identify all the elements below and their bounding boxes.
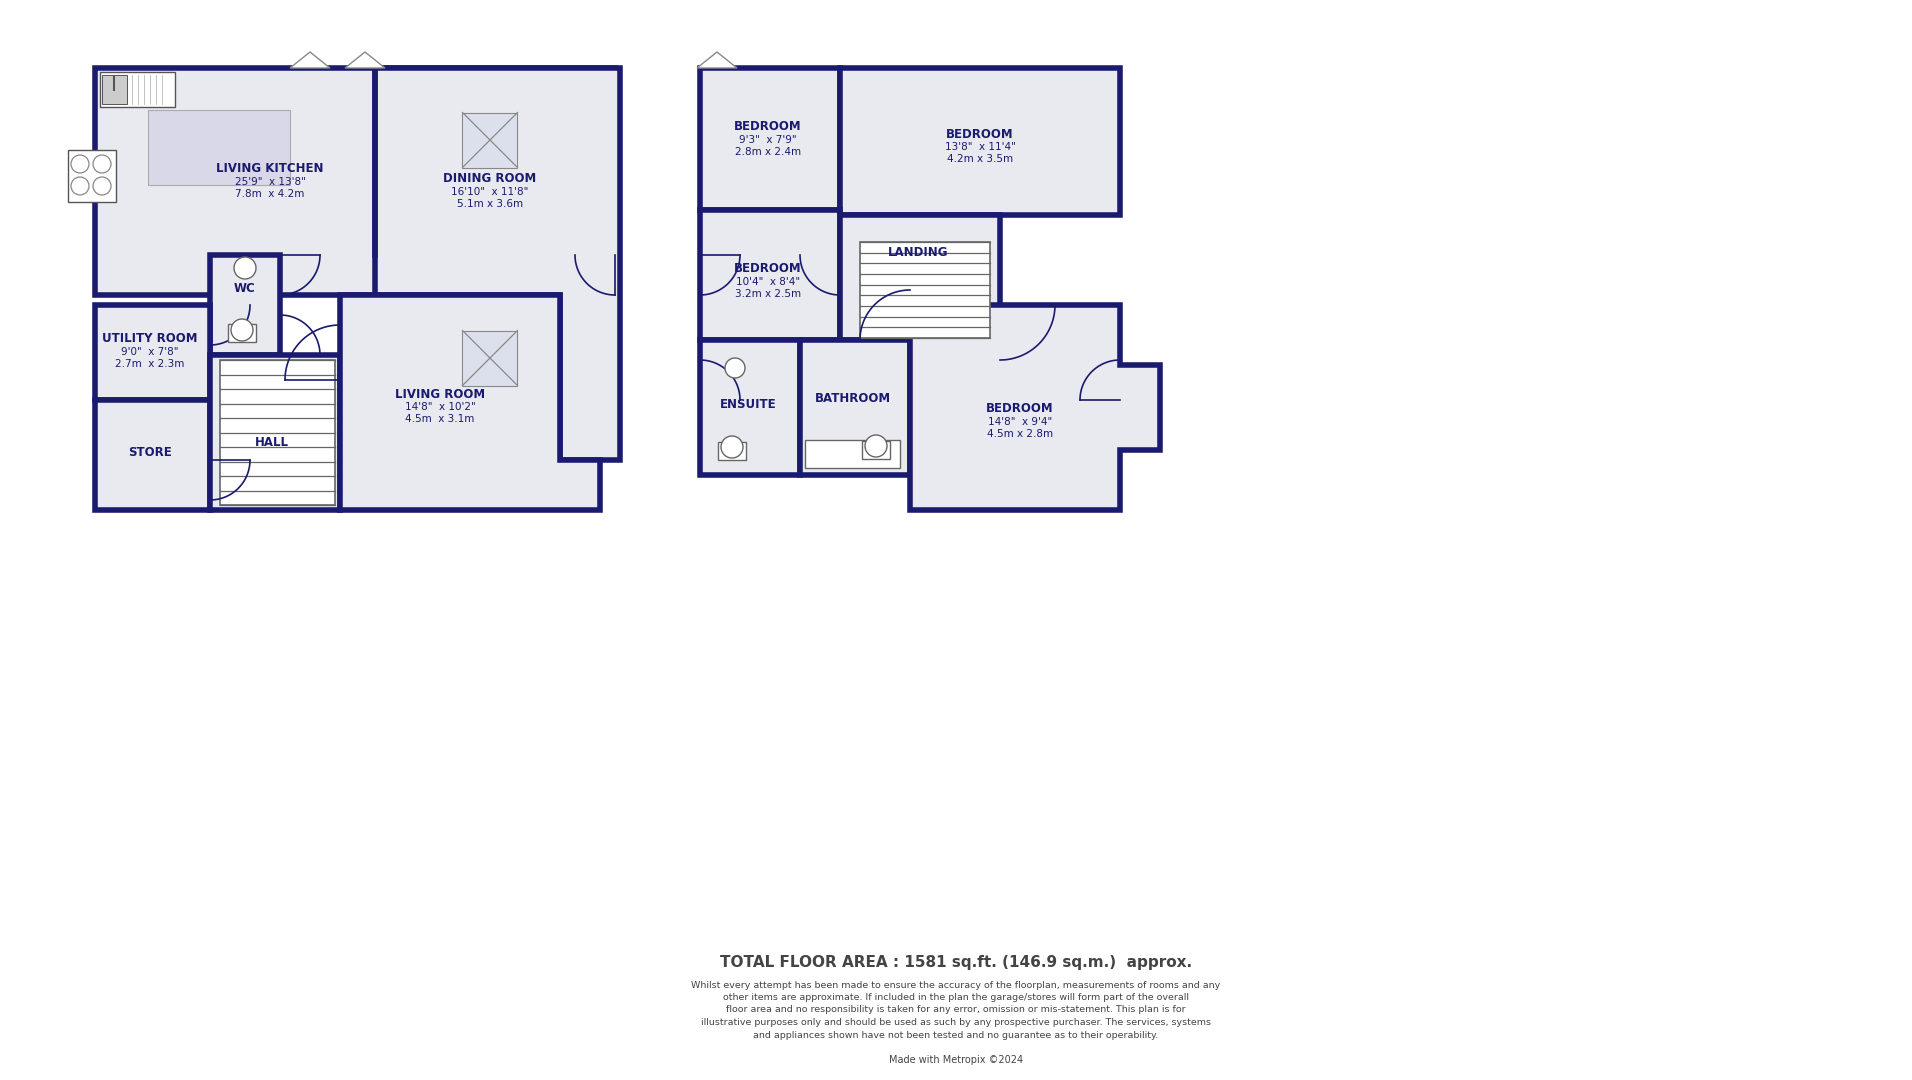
Text: BEDROOM: BEDROOM [987, 403, 1054, 416]
Bar [719, 442, 746, 460]
Text: BEDROOM: BEDROOM [734, 121, 801, 134]
Circle shape [231, 319, 252, 341]
Bar [805, 440, 901, 468]
Text: LIVING ROOM: LIVING ROOM [396, 388, 486, 401]
Text: Whilst every attempt has been made to ensure the accuracy of the floorplan, meas: Whilst every attempt has been made to en… [692, 981, 1220, 1039]
Polygon shape [799, 340, 910, 475]
Polygon shape [96, 68, 616, 295]
Text: TOTAL FLOOR AREA : 1581 sq.ft. (146.9 sq.m.)  approx.: TOTAL FLOOR AREA : 1581 sq.ft. (146.9 sq… [721, 955, 1191, 970]
Text: 2.7m  x 2.3m: 2.7m x 2.3m [115, 359, 185, 369]
Polygon shape [700, 340, 799, 475]
Text: HALL: HALL [254, 435, 289, 448]
Bar [463, 112, 518, 167]
Text: BEDROOM: BEDROOM [734, 262, 801, 275]
Bar [463, 330, 518, 386]
Bar [99, 72, 176, 107]
Polygon shape [96, 305, 210, 400]
Text: 7.8m  x 4.2m: 7.8m x 4.2m [235, 189, 304, 199]
Text: 14'8"  x 10'2": 14'8" x 10'2" [405, 402, 476, 411]
Polygon shape [860, 242, 990, 338]
Text: 4.5m x 2.8m: 4.5m x 2.8m [987, 429, 1054, 438]
Text: 16'10"  x 11'8": 16'10" x 11'8" [451, 187, 530, 197]
Text: 5.1m x 3.6m: 5.1m x 3.6m [457, 199, 524, 210]
Text: BEDROOM: BEDROOM [946, 127, 1013, 140]
Text: ENSUITE: ENSUITE [719, 397, 776, 410]
Text: STORE: STORE [128, 445, 172, 459]
Bar [228, 324, 256, 342]
Text: LANDING: LANDING [887, 245, 948, 258]
Circle shape [721, 436, 744, 458]
Text: LIVING KITCHEN: LIVING KITCHEN [216, 162, 323, 175]
Polygon shape [291, 52, 331, 68]
Polygon shape [340, 295, 600, 510]
Text: 4.5m  x 3.1m: 4.5m x 3.1m [405, 414, 474, 424]
Circle shape [233, 257, 256, 279]
Bar [101, 75, 126, 104]
Text: 2.8m x 2.4m: 2.8m x 2.4m [734, 147, 801, 157]
Polygon shape [839, 68, 1120, 215]
Polygon shape [220, 360, 335, 505]
Text: DINING ROOM: DINING ROOM [444, 173, 537, 186]
Bar [69, 150, 117, 202]
Polygon shape [839, 215, 1000, 340]
Text: 4.2m x 3.5m: 4.2m x 3.5m [946, 154, 1013, 164]
Polygon shape [698, 52, 736, 68]
Text: 25'9"  x 13'8": 25'9" x 13'8" [235, 177, 306, 187]
Text: BATHROOM: BATHROOM [815, 392, 891, 405]
Polygon shape [910, 305, 1161, 510]
Text: WC: WC [233, 283, 256, 296]
Polygon shape [375, 68, 619, 460]
Text: UTILITY ROOM: UTILITY ROOM [101, 333, 197, 346]
Polygon shape [147, 110, 291, 185]
Polygon shape [210, 355, 340, 510]
Polygon shape [344, 52, 384, 68]
Circle shape [864, 435, 887, 457]
Polygon shape [700, 68, 839, 210]
Text: 3.2m x 2.5m: 3.2m x 2.5m [734, 289, 801, 299]
Text: Made with Metropix ©2024: Made with Metropix ©2024 [889, 1055, 1023, 1065]
Text: 9'3"  x 7'9": 9'3" x 7'9" [740, 135, 797, 145]
Text: 14'8"  x 9'4": 14'8" x 9'4" [989, 417, 1052, 427]
Text: 9'0"  x 7'8": 9'0" x 7'8" [120, 347, 178, 357]
Bar [862, 441, 889, 459]
Text: 10'4"  x 8'4": 10'4" x 8'4" [736, 276, 799, 287]
Polygon shape [96, 400, 210, 510]
Polygon shape [210, 255, 279, 355]
Text: 13'8"  x 11'4": 13'8" x 11'4" [945, 141, 1015, 152]
Polygon shape [700, 210, 839, 340]
Circle shape [725, 357, 746, 378]
